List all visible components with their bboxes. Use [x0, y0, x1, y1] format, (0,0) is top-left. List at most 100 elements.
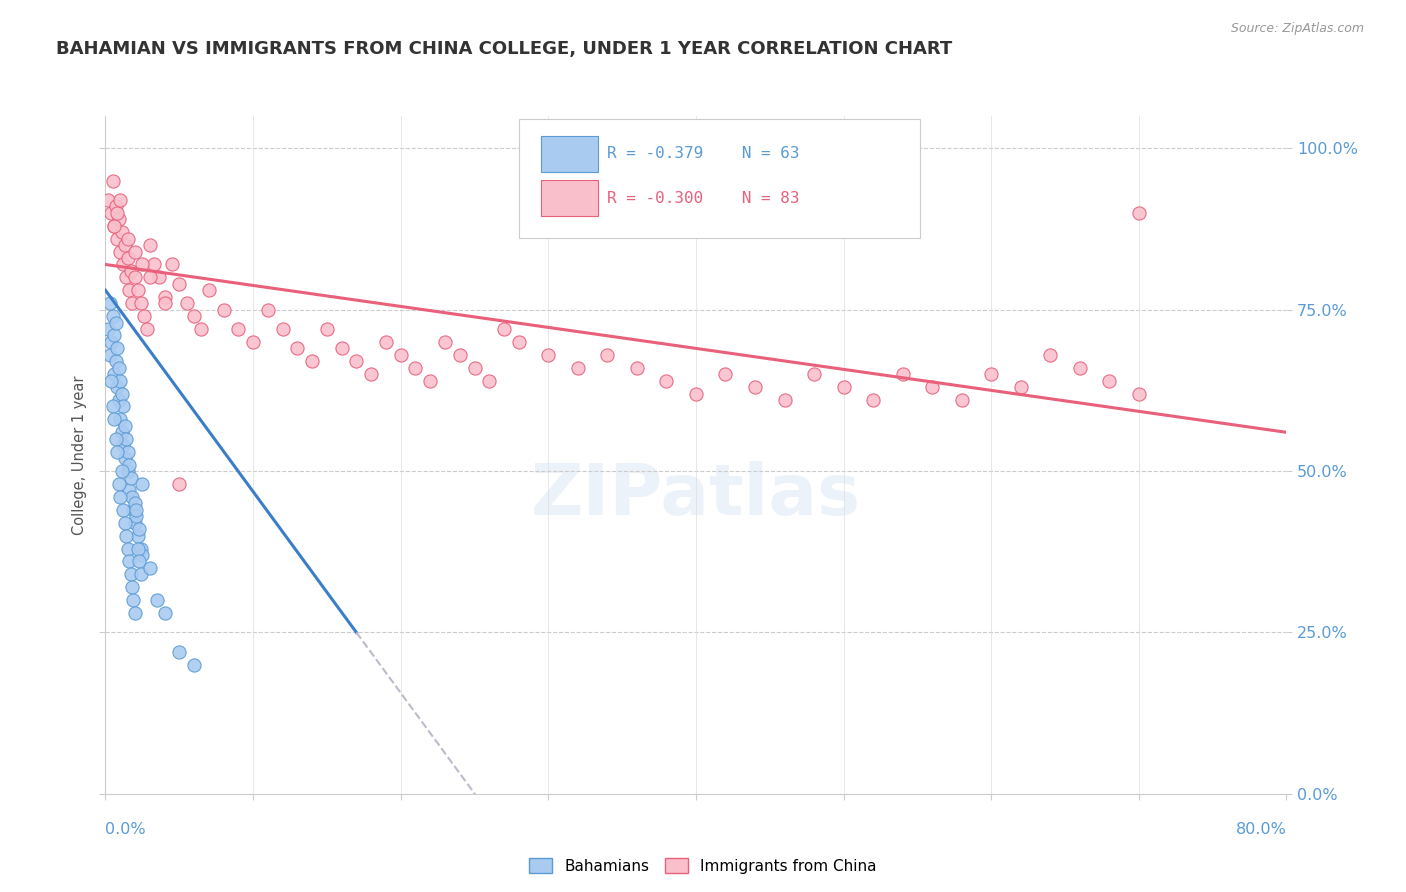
- Text: Source: ZipAtlas.com: Source: ZipAtlas.com: [1230, 22, 1364, 36]
- Point: [114, 451, 136, 466]
- Point: [128, 522, 150, 536]
- Point: [153, 606, 176, 620]
- Point: [110, 490, 132, 504]
- Point: [135, 322, 157, 336]
- Point: [111, 225, 134, 239]
- Point: [103, 219, 125, 233]
- Point: [103, 368, 125, 382]
- Point: [315, 322, 337, 336]
- Point: [100, 374, 122, 388]
- Point: [346, 354, 368, 368]
- Point: [169, 645, 191, 659]
- Point: [105, 380, 128, 394]
- Point: [117, 464, 139, 478]
- Point: [950, 392, 973, 407]
- Point: [111, 464, 134, 478]
- Point: [128, 554, 150, 568]
- Point: [803, 368, 825, 382]
- Point: [330, 342, 353, 356]
- Point: [360, 368, 382, 382]
- Point: [832, 380, 855, 394]
- Point: [121, 490, 143, 504]
- Point: [100, 206, 122, 220]
- Point: [124, 244, 146, 259]
- Point: [478, 374, 501, 388]
- Y-axis label: College, Under 1 year: College, Under 1 year: [72, 376, 87, 534]
- Point: [121, 296, 143, 310]
- Point: [464, 360, 486, 375]
- Point: [110, 374, 132, 388]
- Point: [112, 257, 135, 271]
- Point: [153, 290, 176, 304]
- Point: [537, 348, 560, 362]
- Point: [110, 244, 132, 259]
- Point: [117, 232, 139, 246]
- Point: [190, 322, 212, 336]
- Point: [374, 334, 398, 349]
- Point: [160, 257, 183, 271]
- Text: R = -0.379    N = 63: R = -0.379 N = 63: [607, 145, 800, 161]
- Point: [596, 348, 619, 362]
- Point: [104, 316, 127, 330]
- Point: [862, 392, 884, 407]
- Point: [1010, 380, 1032, 394]
- Point: [118, 483, 141, 498]
- Point: [107, 477, 129, 491]
- Point: [125, 503, 148, 517]
- Point: [492, 322, 515, 336]
- Point: [419, 374, 441, 388]
- Point: [114, 418, 136, 433]
- Point: [271, 322, 294, 336]
- Point: [1098, 374, 1121, 388]
- Point: [242, 334, 264, 349]
- Point: [169, 277, 191, 291]
- Point: [434, 334, 457, 349]
- Point: [103, 412, 125, 426]
- Point: [301, 354, 323, 368]
- Point: [122, 593, 145, 607]
- FancyBboxPatch shape: [541, 136, 598, 172]
- Point: [118, 458, 141, 472]
- Point: [131, 548, 153, 562]
- Point: [112, 503, 135, 517]
- Point: [1039, 348, 1062, 362]
- Point: [129, 567, 152, 582]
- Point: [1128, 206, 1150, 220]
- Point: [114, 516, 136, 530]
- Point: [389, 348, 412, 362]
- Point: [124, 516, 146, 530]
- Point: [685, 386, 707, 401]
- Point: [125, 509, 148, 524]
- Point: [98, 348, 121, 362]
- Point: [197, 283, 219, 297]
- Point: [105, 342, 128, 356]
- Text: ZIPatlas: ZIPatlas: [531, 461, 860, 530]
- Point: [107, 212, 129, 227]
- Point: [1069, 360, 1091, 375]
- Point: [138, 238, 162, 252]
- Point: [115, 270, 138, 285]
- Point: [101, 309, 124, 323]
- Point: [104, 432, 127, 446]
- Point: [120, 264, 142, 278]
- Point: [405, 360, 427, 375]
- Point: [744, 380, 766, 394]
- Text: 80.0%: 80.0%: [1236, 822, 1286, 837]
- Point: [891, 368, 914, 382]
- Point: [115, 432, 138, 446]
- Point: [153, 296, 176, 310]
- Legend: Bahamians, Immigrants from China: Bahamians, Immigrants from China: [523, 852, 883, 880]
- Point: [112, 400, 135, 414]
- Point: [111, 386, 134, 401]
- Point: [176, 296, 198, 310]
- Point: [508, 334, 530, 349]
- Point: [105, 232, 128, 246]
- Point: [226, 322, 250, 336]
- Point: [138, 270, 162, 285]
- Point: [131, 477, 153, 491]
- Point: [921, 380, 943, 394]
- Point: [146, 593, 169, 607]
- FancyBboxPatch shape: [541, 179, 598, 216]
- Point: [98, 296, 121, 310]
- Point: [1128, 386, 1150, 401]
